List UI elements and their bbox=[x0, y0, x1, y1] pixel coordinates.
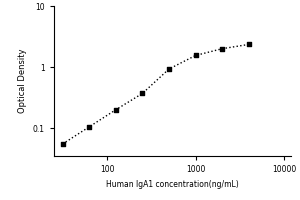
Point bbox=[140, 92, 145, 95]
Point bbox=[220, 47, 225, 50]
X-axis label: Human IgA1 concentration(ng/mL): Human IgA1 concentration(ng/mL) bbox=[106, 180, 239, 189]
Point bbox=[193, 54, 198, 57]
Y-axis label: Optical Density: Optical Density bbox=[18, 49, 27, 113]
Point bbox=[246, 43, 251, 46]
Point bbox=[167, 67, 171, 71]
Point bbox=[113, 108, 118, 111]
Point bbox=[60, 142, 65, 146]
Point bbox=[87, 125, 92, 128]
